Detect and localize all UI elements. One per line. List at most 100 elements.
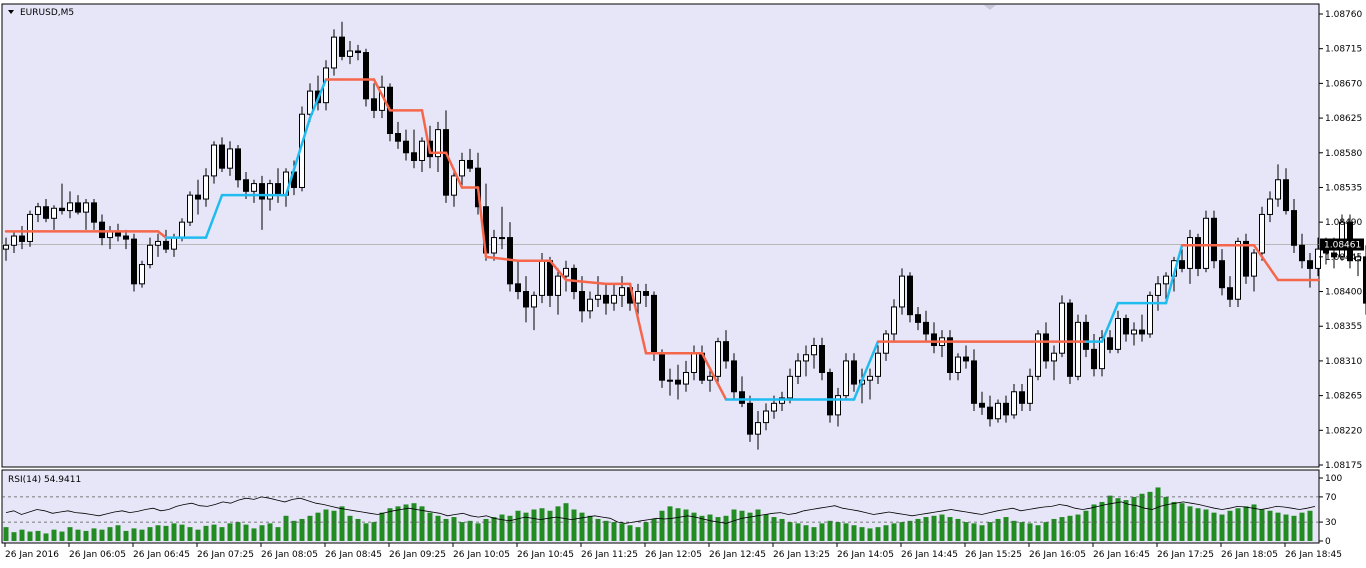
candle-bear [1139, 329, 1145, 335]
candle-bear [19, 235, 25, 242]
candle-bull [1059, 302, 1065, 354]
overlay-indicator-segment [628, 282, 648, 355]
volume-bar [547, 510, 553, 541]
volume-bar [1123, 500, 1129, 541]
candle-bull [771, 402, 777, 412]
volume-bar [355, 518, 361, 541]
volume-bar [1075, 514, 1081, 541]
candle-bull [1155, 283, 1161, 296]
symbol-menu-icon[interactable] [8, 10, 14, 14]
candle-bull [891, 306, 897, 335]
volume-bar [667, 506, 673, 541]
volume-bar [891, 523, 897, 541]
volume-bar [475, 523, 481, 541]
volume-bar [1203, 509, 1209, 541]
volume-bar [499, 514, 505, 541]
candle-bull [1131, 329, 1137, 335]
volume-bar [115, 525, 121, 541]
volume-bar [1019, 522, 1025, 541]
candle-bear [907, 275, 913, 316]
candle-bear [827, 371, 833, 416]
candle-bull [27, 213, 33, 242]
volume-bar [419, 506, 425, 541]
volume-bar [51, 529, 57, 541]
volume-bar [11, 532, 17, 541]
time-axis: 26 Jan 2016 26 Jan 06:05 26 Jan 06:45 26 Ja… [4, 543, 1342, 560]
volume-bar [1227, 510, 1233, 541]
candle-bull [1075, 321, 1081, 377]
volume-bar [3, 527, 9, 541]
volume-bar [699, 515, 705, 541]
candle-bull [715, 341, 721, 377]
volume-bar [939, 514, 945, 541]
overlay-indicator-segment [484, 255, 520, 262]
candle-bear [739, 391, 745, 404]
volume-bar [1083, 510, 1089, 541]
time-tick-label: 26 Jan 16:45 [1093, 550, 1150, 560]
candle-bull [11, 235, 17, 246]
volume-bar [163, 525, 169, 541]
volume-bar [1243, 506, 1249, 541]
volume-bar [603, 520, 609, 541]
price-panel[interactable] [1, 3, 1320, 468]
volume-bar [131, 528, 137, 541]
candle-bear [339, 36, 345, 57]
volume-bar [515, 510, 521, 541]
candle-bear [275, 183, 281, 196]
candle-bear [371, 98, 377, 111]
time-tick-label: 26 Jan 15:25 [965, 550, 1022, 560]
volume-bar [835, 522, 841, 541]
price-tick-label: 1.08400 [1325, 288, 1362, 298]
candle-bear [923, 321, 929, 335]
candle-bear [603, 294, 609, 304]
volume-bar [731, 509, 737, 541]
volume-bar [395, 506, 401, 541]
volume-bar [739, 510, 745, 541]
symbol-label[interactable]: EURUSD,M5 [20, 8, 74, 18]
candle-bull [51, 207, 57, 219]
rsi-tick-label: 0 [1325, 537, 1331, 547]
candle-bull [875, 352, 881, 377]
volume-bar [867, 528, 873, 541]
candle-bear [1123, 318, 1129, 335]
volume-bar [643, 522, 649, 541]
candle-bull [995, 402, 1001, 420]
price-tick-label: 1.08625 [1325, 114, 1362, 124]
candle-bear [1243, 240, 1249, 277]
volume-bar [931, 515, 937, 541]
volume-bar [1195, 508, 1201, 541]
candle-bull [3, 244, 9, 250]
candle-bull [347, 50, 353, 57]
candle-bull [67, 202, 73, 212]
time-tick-label: 26 Jan 14:05 [837, 550, 894, 560]
candle-bear [819, 345, 825, 373]
price-tick-label: 1.08265 [1325, 392, 1362, 402]
candle-bull [1027, 375, 1033, 404]
candle-bear [1179, 260, 1185, 269]
volume-bar [763, 514, 769, 541]
volume-bar [219, 527, 225, 541]
candle-bull [531, 294, 537, 308]
volume-bar [203, 525, 209, 541]
candle-bull [459, 159, 465, 177]
candle-bull [307, 90, 313, 115]
volume-bar [819, 523, 825, 541]
chart-shift-marker[interactable] [984, 5, 996, 10]
time-tick-label: 26 Jan 17:25 [1157, 550, 1214, 560]
time-tick-label: 26 Jan 2016 [5, 550, 59, 560]
overlay-indicator-segment [548, 259, 568, 282]
volume-bar [187, 527, 193, 541]
candle-bear [1195, 237, 1201, 269]
volume-bar [531, 509, 537, 541]
volume-bar [91, 528, 97, 541]
volume-bar [435, 515, 441, 541]
candle-bear [1219, 260, 1225, 289]
time-tick-label: 26 Jan 16:05 [1029, 550, 1086, 560]
volume-bar [555, 506, 561, 541]
volume-bar [147, 527, 153, 541]
candle-bear [403, 140, 409, 154]
volume-bar [619, 523, 625, 541]
volume-bar [1067, 515, 1073, 541]
candle-bear [59, 207, 65, 212]
